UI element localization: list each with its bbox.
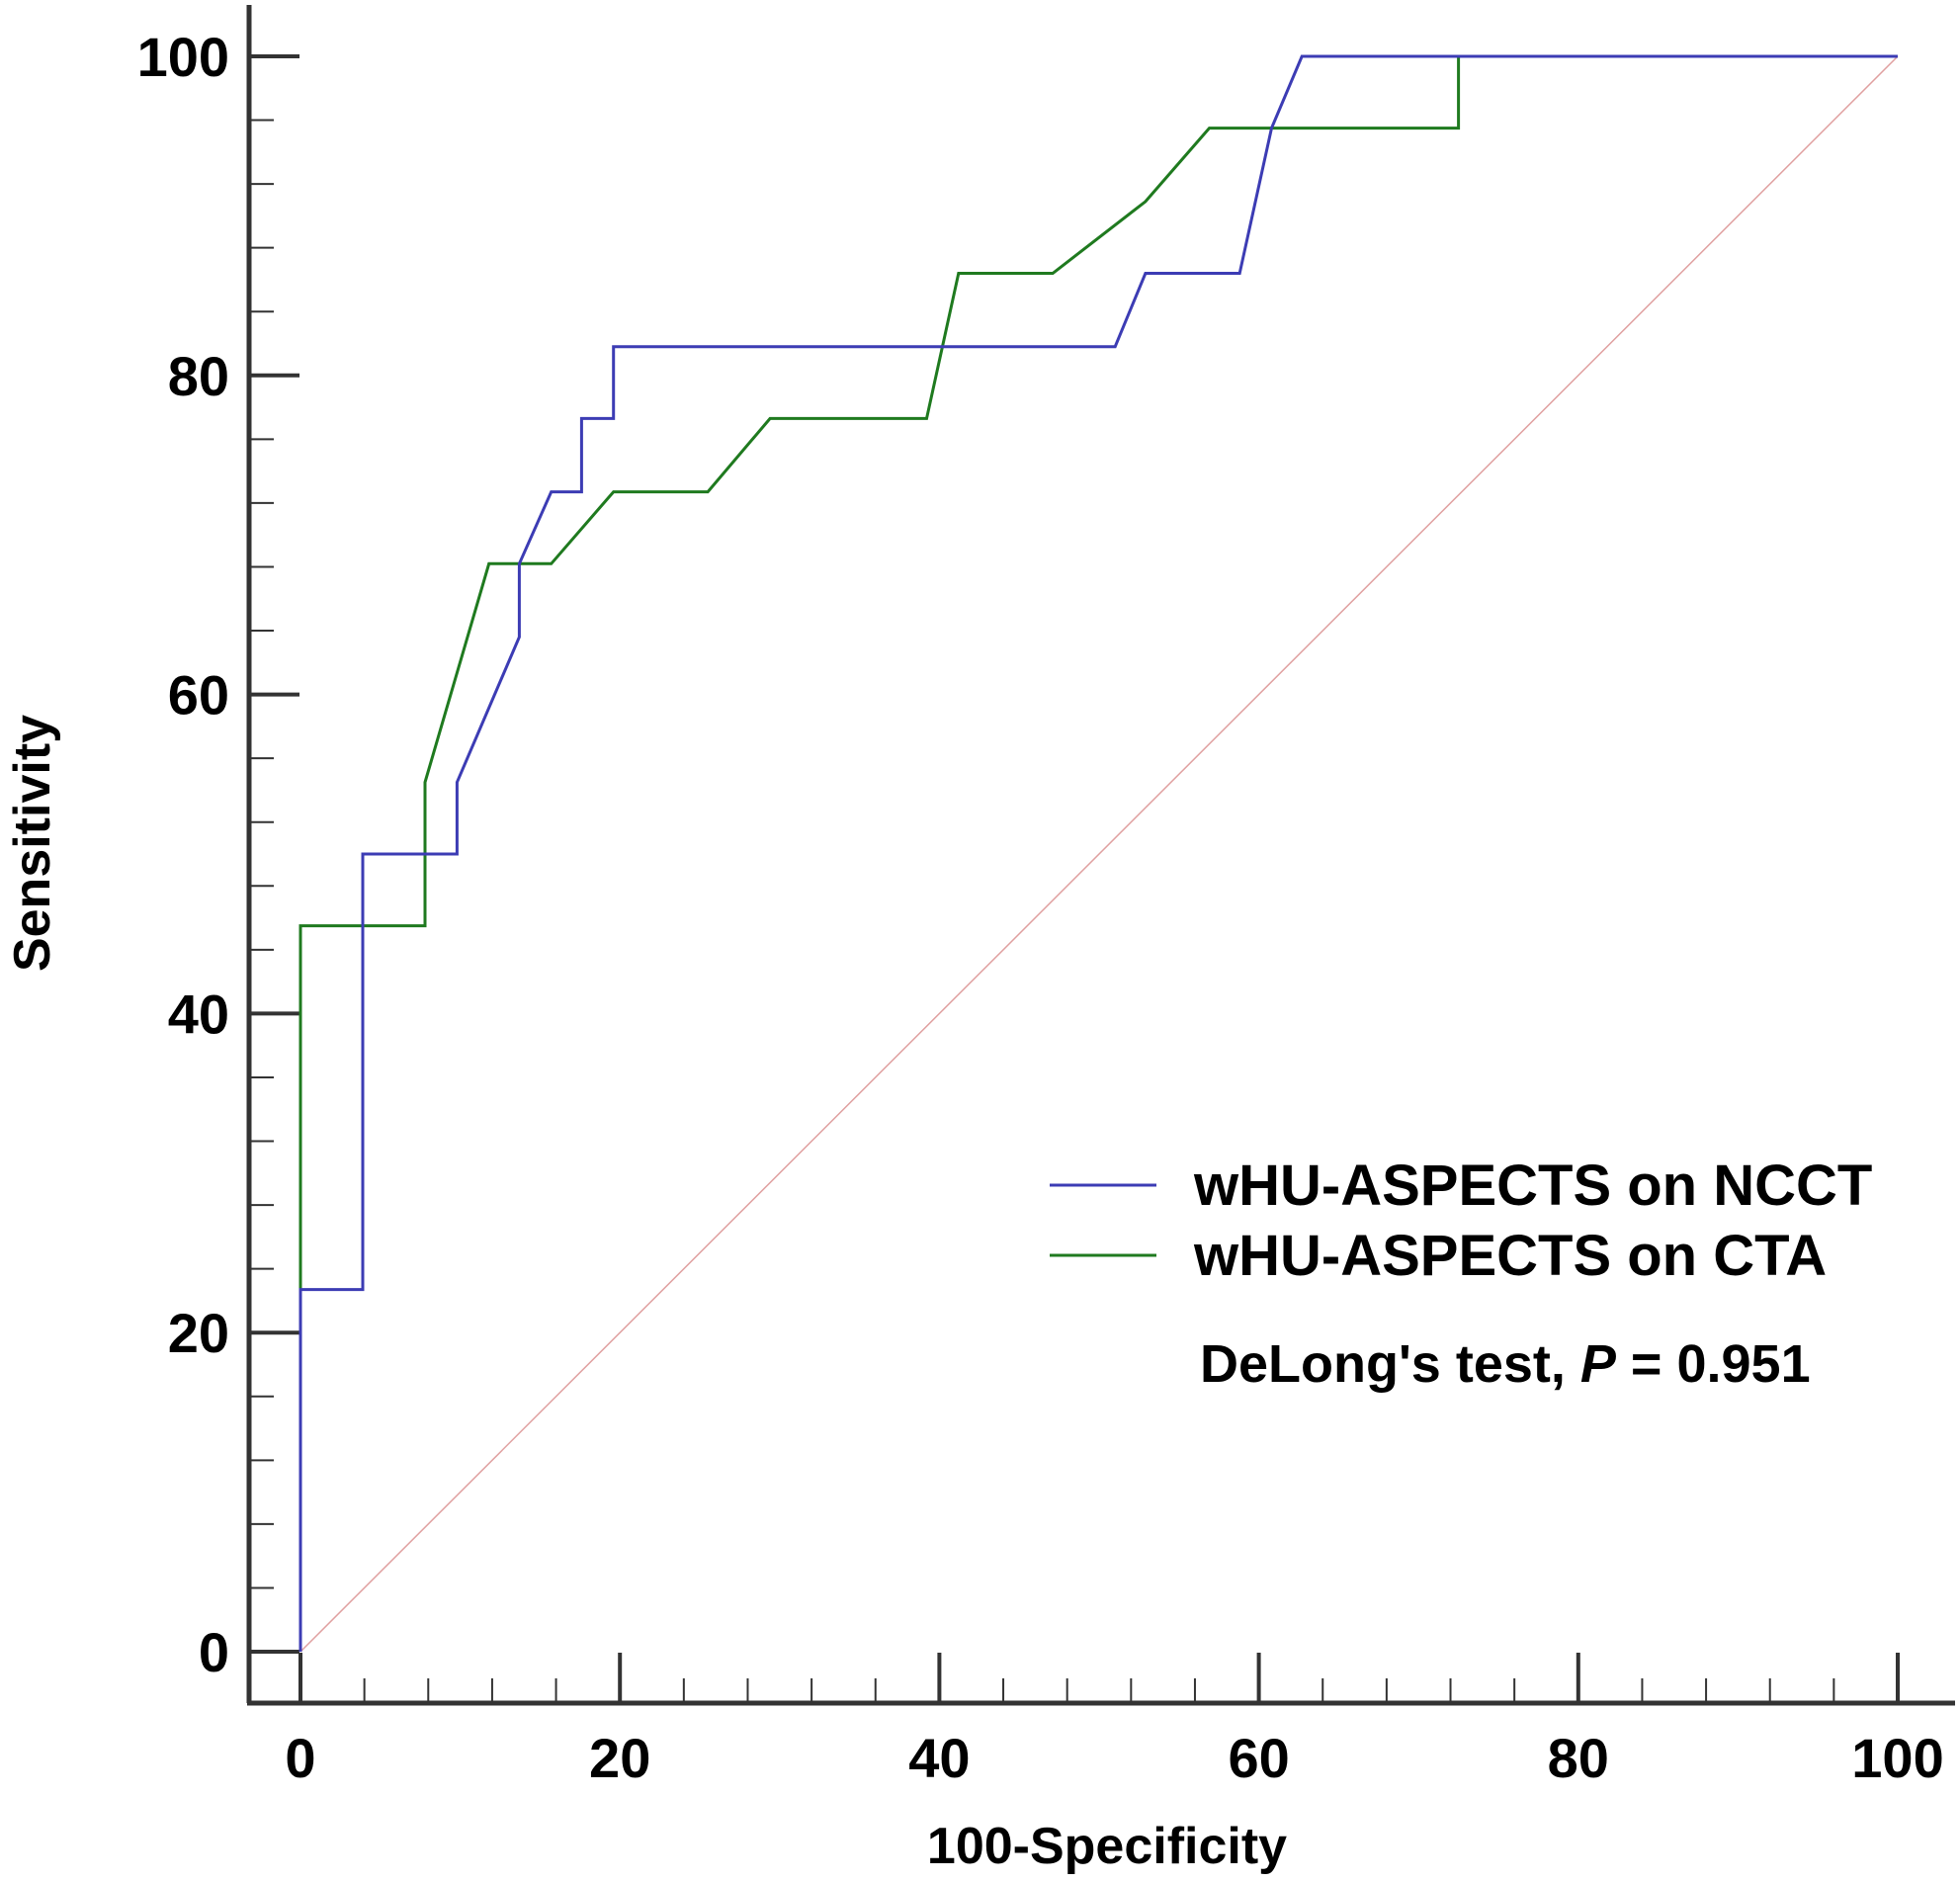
x-tick-label: 40 bbox=[908, 1727, 970, 1789]
x-tick-label: 20 bbox=[589, 1727, 650, 1789]
annotation-p-value: = 0.951 bbox=[1616, 1334, 1811, 1394]
roc-curve-cta bbox=[298, 54, 1898, 1652]
reference-diagonal bbox=[299, 55, 1899, 1653]
y-tick-label: 100 bbox=[137, 26, 229, 88]
y-axis-title: Sensitivity bbox=[4, 715, 61, 972]
annotation-p-value-symbol: P bbox=[1580, 1334, 1617, 1394]
y-tick-label: 40 bbox=[168, 983, 229, 1045]
x-tick-label: 0 bbox=[285, 1727, 315, 1789]
x-ticks: 0 20 40 60 80 100 bbox=[285, 1653, 1944, 1789]
legend-label-ncct: wHU-ASPECTS on NCCT bbox=[1193, 1154, 1872, 1218]
x-tick-label: 80 bbox=[1548, 1727, 1609, 1789]
annotation-prefix: DeLong's test, bbox=[1200, 1334, 1580, 1394]
axes: 0 20 40 60 80 100 0 20 40 60 80 100 bbox=[137, 5, 1955, 1789]
y-ticks: 0 20 40 60 80 100 bbox=[137, 26, 299, 1683]
x-axis-title: 100-Specificity bbox=[927, 1818, 1287, 1875]
y-tick-label: 60 bbox=[168, 664, 229, 727]
delong-annotation: DeLong's test, P = 0.951 bbox=[1200, 1334, 1811, 1394]
legend: wHU-ASPECTS on NCCT wHU-ASPECTS on CTA bbox=[1050, 1154, 1872, 1288]
y-tick-label: 20 bbox=[168, 1302, 229, 1364]
y-tick-label: 0 bbox=[199, 1621, 229, 1683]
plot-lines bbox=[298, 54, 1899, 1653]
legend-label-cta: wHU-ASPECTS on CTA bbox=[1193, 1224, 1827, 1288]
y-tick-label: 80 bbox=[168, 345, 229, 407]
x-tick-label: 100 bbox=[1851, 1727, 1943, 1789]
x-tick-label: 60 bbox=[1228, 1727, 1289, 1789]
roc-curve-ncct bbox=[298, 54, 1898, 1652]
